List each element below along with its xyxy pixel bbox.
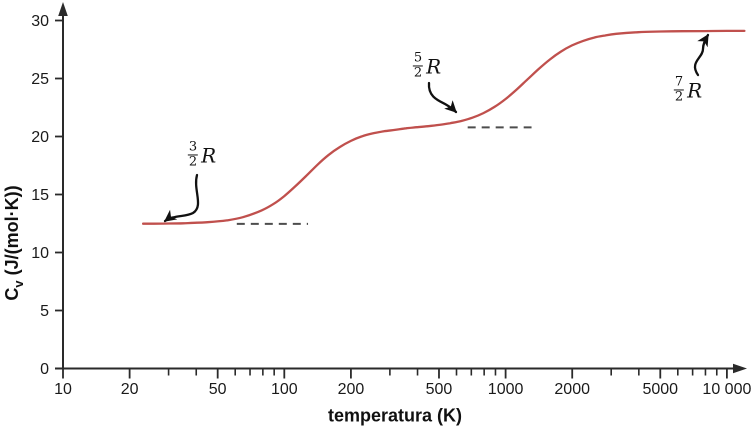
x-axis-title: temperatura (K) xyxy=(327,405,463,426)
x-tick-label: 10 xyxy=(54,381,72,398)
annotation-arrow-five-halves-R xyxy=(427,81,458,114)
y-tick-label: 25 xyxy=(31,71,49,88)
annotation-arrow-seven-halves-R xyxy=(693,33,710,77)
y-tick-label: 0 xyxy=(40,361,49,378)
x-axis-arrowhead xyxy=(733,363,747,374)
y-tick-label: 10 xyxy=(31,245,49,262)
x-tick-label: 20 xyxy=(121,381,139,398)
x-tick-label: 50 xyxy=(209,381,227,398)
fraction-numerator: 3 xyxy=(188,139,198,155)
fraction-numerator: 5 xyxy=(413,50,423,66)
y-tick-label: 20 xyxy=(31,129,49,146)
x-tick-label: 2000 xyxy=(554,381,590,398)
y-axis-arrowhead xyxy=(58,2,68,16)
y-axis-title-symbol: C xyxy=(2,287,23,301)
y-axis-title-subscript: v xyxy=(10,280,26,288)
x-tick-label: 10 000 xyxy=(702,381,751,398)
gas-constant-symbol: R xyxy=(201,143,217,167)
fraction-denominator: 2 xyxy=(187,154,199,170)
y-axis-title: Cv (J/(mol·K)) xyxy=(2,185,26,300)
y-tick-label: 15 xyxy=(31,187,49,204)
gas-constant-symbol: R xyxy=(426,54,442,78)
heat-capacity-curve xyxy=(141,29,746,225)
x-tick-label: 200 xyxy=(338,381,365,398)
x-tick-label: 5000 xyxy=(642,381,678,398)
fraction-numerator: 7 xyxy=(674,74,684,90)
x-tick-label: 1000 xyxy=(488,381,524,398)
gas-constant-symbol: R xyxy=(687,78,703,102)
annotation-arrow-three-halves-R xyxy=(163,173,200,223)
y-axis-title-units: (J/(mol·K)) xyxy=(2,185,23,281)
fraction-denominator: 2 xyxy=(412,65,424,81)
x-tick-label: 500 xyxy=(426,381,453,398)
y-tick-label: 30 xyxy=(31,13,49,30)
x-tick-label: 100 xyxy=(271,381,298,398)
fraction-denominator: 2 xyxy=(673,89,685,105)
y-tick-label: 5 xyxy=(40,303,49,320)
